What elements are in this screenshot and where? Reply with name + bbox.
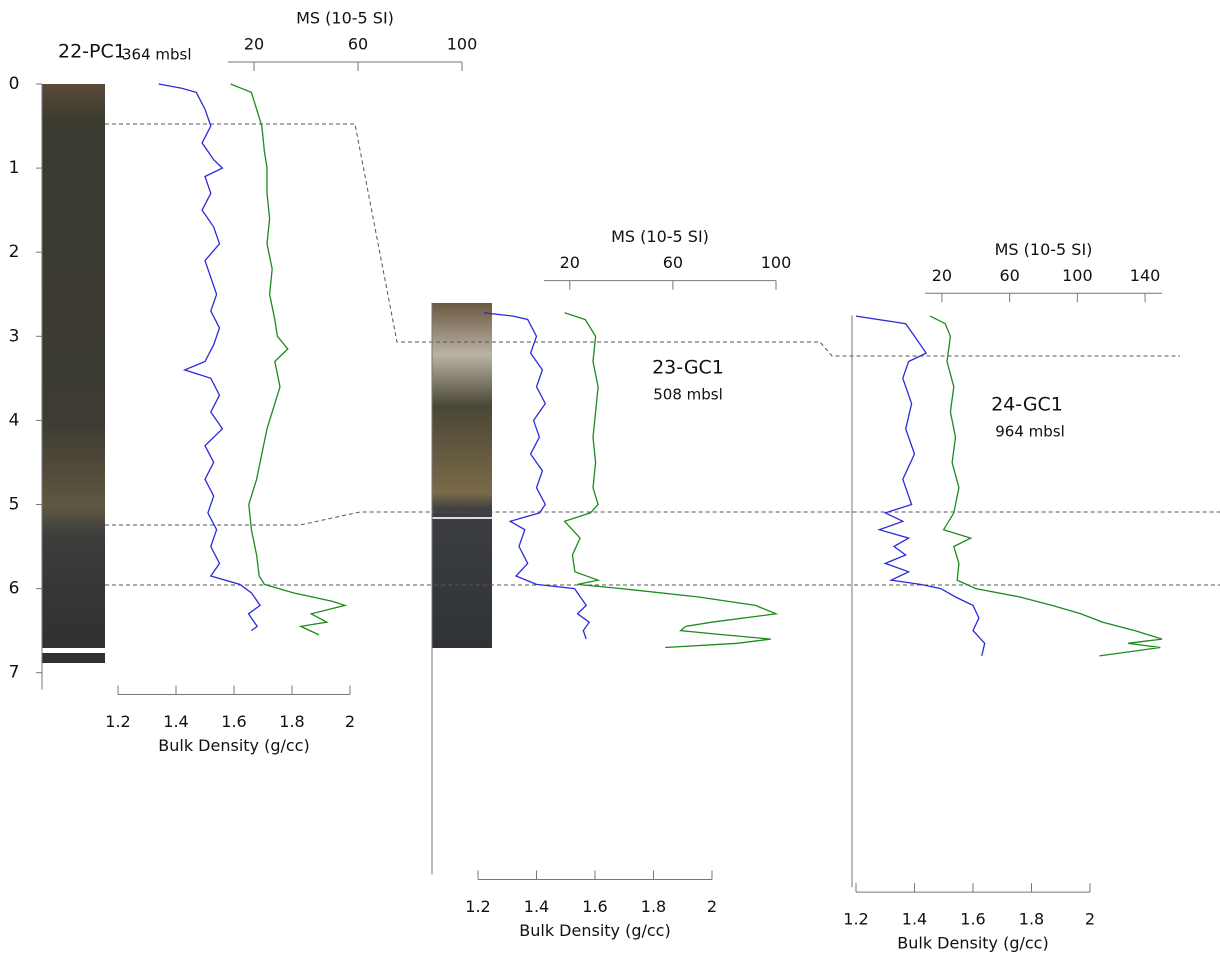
y-tick-label: 4 [9,410,20,430]
x-tick-label: 1.8 [1019,910,1044,929]
ms-curve [929,315,1163,657]
x2-tick-label: 20 [560,253,580,272]
x2-tick-label: 60 [999,266,1019,285]
x-tick-label: 1.2 [843,910,868,929]
x-tick-label: 1.2 [105,712,130,731]
x-axis-label: Bulk Density (g/cc) [897,934,1048,953]
x-tick-label: 1.8 [641,897,666,916]
core-photo [42,653,105,663]
x2-tick-label: 20 [932,266,952,285]
core-photo [42,84,105,648]
x2-axis-label: MS (10-5 SI) [296,9,394,28]
x2-axis-label: MS (10-5 SI) [995,240,1093,259]
x-tick-label: 1.4 [524,897,549,916]
x2-tick-label: 100 [447,35,478,54]
core-title: 23-GC1 [652,357,724,379]
y-tick-label: 0 [9,74,20,94]
x2-axis-label: MS (10-5 SI) [611,227,709,246]
x-tick-label: 1.4 [163,712,188,731]
x-axis-label: Bulk Density (g/cc) [158,736,309,755]
y-tick-label: 2 [9,242,20,262]
x2-tick-label: 60 [348,35,368,54]
x-tick-label: 1.6 [960,910,985,929]
x2-tick-label: 140 [1130,266,1161,285]
correlation-line [105,511,1220,526]
core-title: 22-PC1 [58,41,126,63]
x-tick-label: 1.2 [465,897,490,916]
x-tick-label: 1.6 [221,712,246,731]
density-curve [855,315,986,657]
x-tick-label: 1.8 [279,712,304,731]
density-curve [483,312,591,640]
x-tick-label: 1.4 [902,910,927,929]
y-tick-label: 7 [9,663,20,683]
x2-tick-label: 100 [761,253,792,272]
core-subtitle: 508 mbsl [653,386,723,404]
x2-tick-label: 20 [244,35,264,54]
x-axis-label: Bulk Density (g/cc) [519,921,670,940]
y-tick-label: 6 [9,579,20,599]
core-title: 24-GC1 [991,394,1063,416]
y-tick-label: 5 [9,495,20,515]
density-curve [158,83,261,632]
x-tick-label: 2 [345,712,355,731]
ms-curve [563,312,779,649]
ms-curve [230,83,348,636]
core-subtitle: 964 mbsl [995,423,1065,441]
x2-tick-label: 60 [663,253,683,272]
y-tick-label: 3 [9,326,20,346]
x-tick-label: 2 [1085,910,1095,929]
y-tick-label: 1 [9,158,20,178]
x-tick-label: 1.6 [582,897,607,916]
core-photo [432,303,492,648]
x-tick-label: 2 [707,897,717,916]
x2-tick-label: 100 [1062,266,1093,285]
core-subtitle: 364 mbsl [122,46,192,64]
